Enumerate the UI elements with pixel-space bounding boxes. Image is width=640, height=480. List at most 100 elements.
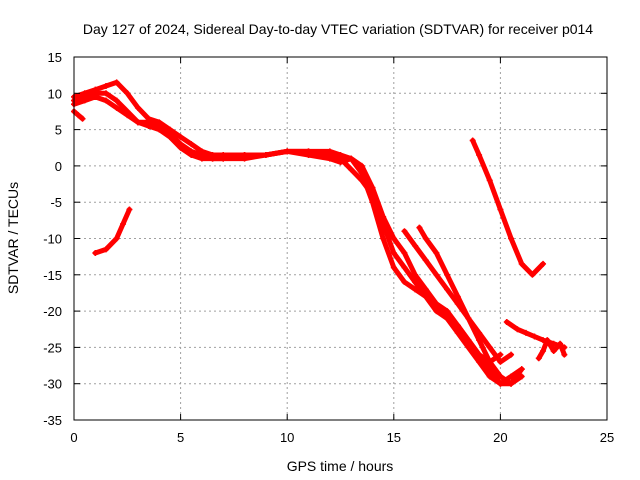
data-point (188, 148, 195, 155)
data-point (348, 166, 355, 173)
data-point (401, 279, 408, 286)
data-point (557, 340, 564, 347)
data-point (454, 322, 461, 329)
data-point (433, 300, 440, 307)
series-track-3 (71, 93, 525, 387)
data-point (422, 293, 429, 300)
y-tick-label: -35 (43, 413, 62, 428)
data-point (518, 260, 525, 267)
data-point (561, 351, 568, 358)
data-point (433, 308, 440, 315)
data-point (416, 224, 423, 231)
data-point (444, 308, 451, 315)
data-point (113, 235, 120, 242)
data-point (102, 246, 109, 253)
x-tick-label: 10 (280, 430, 294, 445)
data-point (380, 235, 387, 242)
data-point (348, 155, 355, 162)
data-point (531, 333, 538, 340)
data-point (497, 380, 504, 387)
x-tick-label: 15 (387, 430, 401, 445)
data-point (454, 293, 461, 300)
x-tick-label: 0 (70, 430, 77, 445)
data-series (71, 79, 568, 387)
series-line (470, 138, 546, 278)
data-point (535, 355, 542, 362)
data-point (476, 329, 483, 336)
data-point (126, 206, 133, 213)
data-point (444, 271, 451, 278)
data-point (401, 228, 408, 235)
data-point (358, 162, 365, 169)
data-point (465, 337, 472, 344)
data-point (390, 250, 397, 257)
data-point (497, 351, 504, 358)
grid-lines (74, 57, 607, 420)
data-point (134, 104, 141, 111)
data-point (540, 348, 547, 355)
y-tick-label: 5 (55, 123, 62, 138)
data-point (120, 220, 127, 227)
y-tick-label: -25 (43, 340, 62, 355)
data-point (198, 152, 205, 159)
data-point (102, 90, 109, 97)
data-point (486, 373, 493, 380)
data-point (102, 83, 109, 90)
axis-ticks: 0 5 10 15 20 25 15 10 5 0 -5 -10 -15 -20 -25 -30 -35 (43, 50, 614, 445)
data-point (177, 141, 184, 148)
x-tick-label: 25 (600, 430, 614, 445)
data-point (469, 137, 476, 144)
y-tick-label: 10 (48, 86, 62, 101)
data-point (514, 326, 521, 333)
data-point (113, 104, 120, 111)
series-track-5 (416, 224, 515, 365)
data-point (241, 152, 248, 159)
series-line (416, 225, 514, 365)
data-point (145, 119, 152, 126)
data-point (550, 348, 557, 355)
data-point (433, 250, 440, 257)
data-point (486, 177, 493, 184)
data-point (508, 351, 515, 358)
data-point (529, 271, 536, 278)
data-point (476, 152, 483, 159)
data-point (113, 97, 120, 104)
y-tick-label: -5 (50, 195, 62, 210)
data-point (518, 366, 525, 373)
data-point (412, 286, 419, 293)
data-point (454, 329, 461, 336)
data-point (540, 260, 547, 267)
data-point (337, 159, 344, 166)
data-point (486, 358, 493, 365)
data-point (508, 235, 515, 242)
x-tick-label: 5 (177, 430, 184, 445)
data-point (326, 155, 333, 162)
data-point (497, 358, 504, 365)
data-point (177, 133, 184, 140)
x-tick-label: 20 (493, 430, 507, 445)
y-tick-label: 0 (55, 159, 62, 174)
data-point (544, 337, 551, 344)
data-point (508, 380, 515, 387)
data-point (156, 122, 163, 129)
data-point (79, 115, 86, 122)
data-point (284, 148, 291, 155)
data-point (465, 315, 472, 322)
data-point (518, 373, 525, 380)
data-point (209, 155, 216, 162)
y-tick-label: -10 (43, 232, 62, 247)
series-track-10 (535, 337, 568, 362)
data-point (188, 141, 195, 148)
series-track-9 (503, 318, 568, 351)
y-tick-label: -30 (43, 377, 62, 392)
data-point (412, 242, 419, 249)
data-point (166, 130, 173, 137)
data-point (220, 155, 227, 162)
data-point (305, 152, 312, 159)
data-point (433, 271, 440, 278)
y-tick-label: -15 (43, 268, 62, 283)
data-point (412, 279, 419, 286)
data-point (508, 373, 515, 380)
